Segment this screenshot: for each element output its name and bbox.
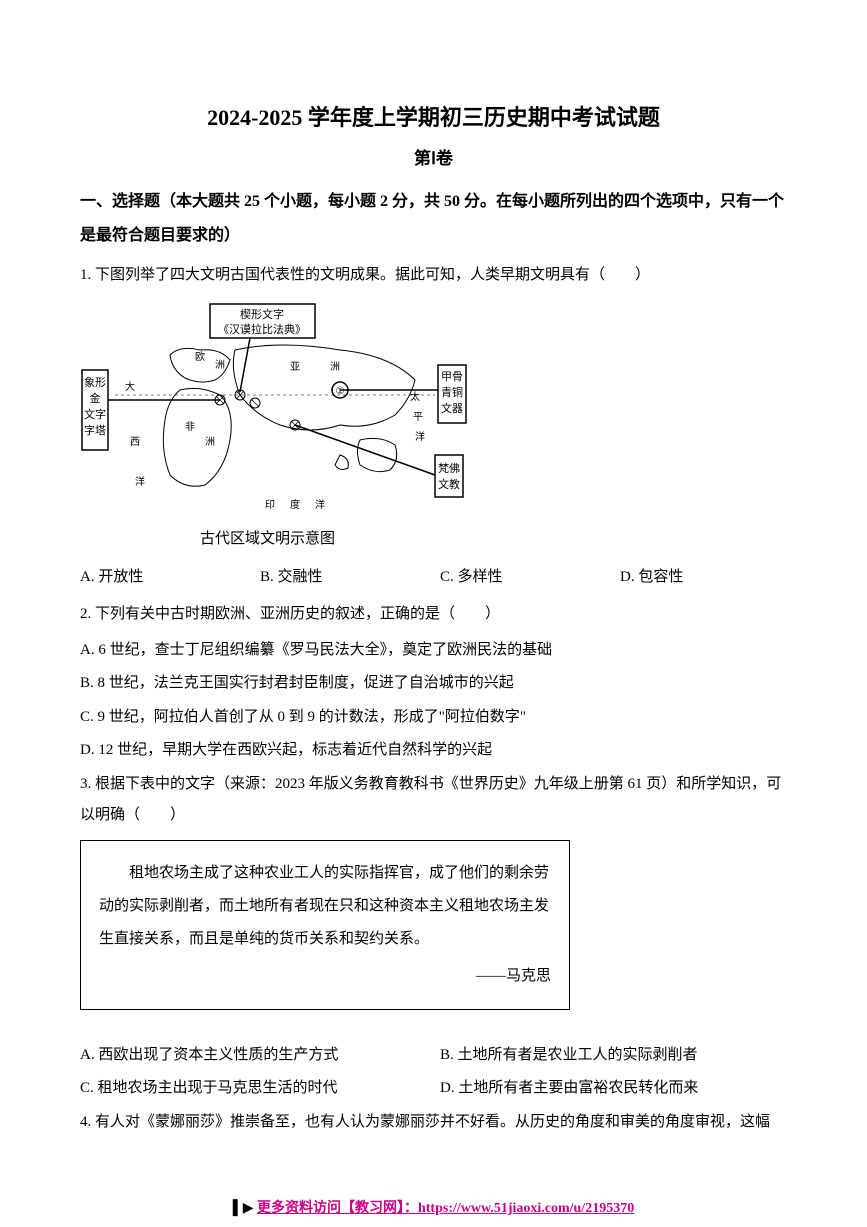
- page-subtitle: 第Ⅰ卷: [80, 144, 787, 169]
- flag-icon: ▌▶: [233, 1201, 257, 1216]
- svg-text:文教: 文教: [438, 477, 460, 491]
- svg-text:印: 印: [265, 499, 275, 511]
- option-a: A. 开放性: [80, 562, 260, 594]
- question-3-text: 3. 根据下表中的文字（来源：2023 年版义务教育教科书《世界历史》九年级上册…: [80, 769, 787, 832]
- page-title: 2024-2025 学年度上学期初三历史期中考试试题: [80, 100, 787, 132]
- map-caption: 古代区域文明示意图: [200, 524, 787, 554]
- svg-text:度: 度: [290, 498, 300, 511]
- question-3-option-b: B. 土地所有者是农业工人的实际剥削者: [440, 1040, 787, 1072]
- question-2-option-d: D. 12 世纪，早期大学在西欧兴起，标志着近代自然科学的兴起: [80, 735, 787, 767]
- question-3-options-row-1: A. 西欧出现了资本主义性质的生产方式 B. 土地所有者是农业工人的实际剥削者: [80, 1040, 787, 1072]
- svg-text:《汉谟拉比法典》: 《汉谟拉比法典》: [218, 322, 306, 336]
- svg-text:欧: 欧: [195, 351, 205, 363]
- svg-text:洋: 洋: [415, 430, 425, 443]
- section-header: 一、选择题（本大题共 25 个小题，每小题 2 分，共 50 分。在每小题所列出…: [80, 185, 787, 252]
- svg-text:洲: 洲: [330, 361, 340, 373]
- option-b: B. 交融性: [260, 562, 440, 594]
- svg-text:非: 非: [185, 421, 195, 433]
- question-4-text: 4. 有人对《蒙娜丽莎》推崇备至，也有人认为蒙娜丽莎并不好看。从历史的角度和审美…: [80, 1107, 787, 1139]
- quote-attribution: ——马克思: [99, 960, 551, 993]
- svg-text:文字: 文字: [84, 407, 106, 421]
- svg-text:平: 平: [413, 412, 423, 423]
- question-3-option-a: A. 西欧出现了资本主义性质的生产方式: [80, 1040, 440, 1072]
- svg-text:亚: 亚: [290, 362, 300, 373]
- svg-text:甲骨: 甲骨: [441, 370, 463, 383]
- question-1-options: A. 开放性 B. 交融性 C. 多样性 D. 包容性: [80, 562, 787, 594]
- option-c: C. 多样性: [440, 562, 620, 594]
- svg-text:字塔: 字塔: [84, 423, 106, 437]
- question-1-text: 1. 下图列举了四大文明古国代表性的文明成果。据此可知，人类早期文明具有（ ）: [80, 260, 787, 292]
- svg-text:象形: 象形: [84, 376, 106, 389]
- footer: ▌▶ 更多资料访问【教习网】：https://www.51jiaoxi.com/…: [0, 1197, 867, 1217]
- svg-text:西: 西: [130, 437, 140, 448]
- svg-text:洋: 洋: [135, 475, 145, 488]
- svg-text:①: ①: [336, 386, 345, 397]
- svg-text:大: 大: [125, 380, 135, 393]
- question-3-options-row-2: C. 租地农场主出现于马克思生活的时代 D. 土地所有者主要由富裕农民转化而来: [80, 1073, 787, 1105]
- svg-text:楔形文字: 楔形文字: [240, 307, 284, 321]
- svg-text:青铜: 青铜: [441, 385, 463, 399]
- svg-text:金: 金: [90, 391, 101, 405]
- question-3-option-d: D. 土地所有者主要由富裕农民转化而来: [440, 1073, 787, 1105]
- svg-text:洋: 洋: [315, 498, 325, 511]
- question-2-option-c: C. 9 世纪，阿拉伯人首创了从 0 到 9 的计数法，形成了"阿拉伯数字": [80, 702, 787, 734]
- question-3-option-c: C. 租地农场主出现于马克思生活的时代: [80, 1073, 440, 1105]
- svg-text:太: 太: [410, 390, 420, 403]
- quote-text: 租地农场主成了这种农业工人的实际指挥官，成了他们的剩余劳动的实际剥削者，而土地所…: [99, 857, 551, 956]
- footer-link[interactable]: 更多资料访问【教习网】：https://www.51jiaoxi.com/u/2…: [257, 1201, 634, 1216]
- svg-text:文器: 文器: [441, 401, 463, 415]
- map-figure: 楔形文字 《汉谟拉比法典》 象形 金 文字 字塔 甲骨 青铜 文器 ① 梵佛 文…: [80, 300, 787, 520]
- question-2-option-b: B. 8 世纪，法兰克王国实行封君封臣制度，促进了自治城市的兴起: [80, 668, 787, 700]
- option-d: D. 包容性: [620, 562, 780, 594]
- svg-text:洲: 洲: [205, 436, 215, 448]
- question-2-text: 2. 下列有关中古时期欧洲、亚洲历史的叙述，正确的是（ ）: [80, 599, 787, 631]
- quote-box: 租地农场主成了这种农业工人的实际指挥官，成了他们的剩余劳动的实际剥削者，而土地所…: [80, 840, 570, 1010]
- question-2-option-a: A. 6 世纪，查士丁尼组织编纂《罗马民法大全》，奠定了欧洲民法的基础: [80, 635, 787, 667]
- svg-text:梵佛: 梵佛: [438, 462, 460, 475]
- map-svg: 楔形文字 《汉谟拉比法典》 象形 金 文字 字塔 甲骨 青铜 文器 ① 梵佛 文…: [80, 300, 470, 520]
- svg-text:洲: 洲: [215, 359, 225, 371]
